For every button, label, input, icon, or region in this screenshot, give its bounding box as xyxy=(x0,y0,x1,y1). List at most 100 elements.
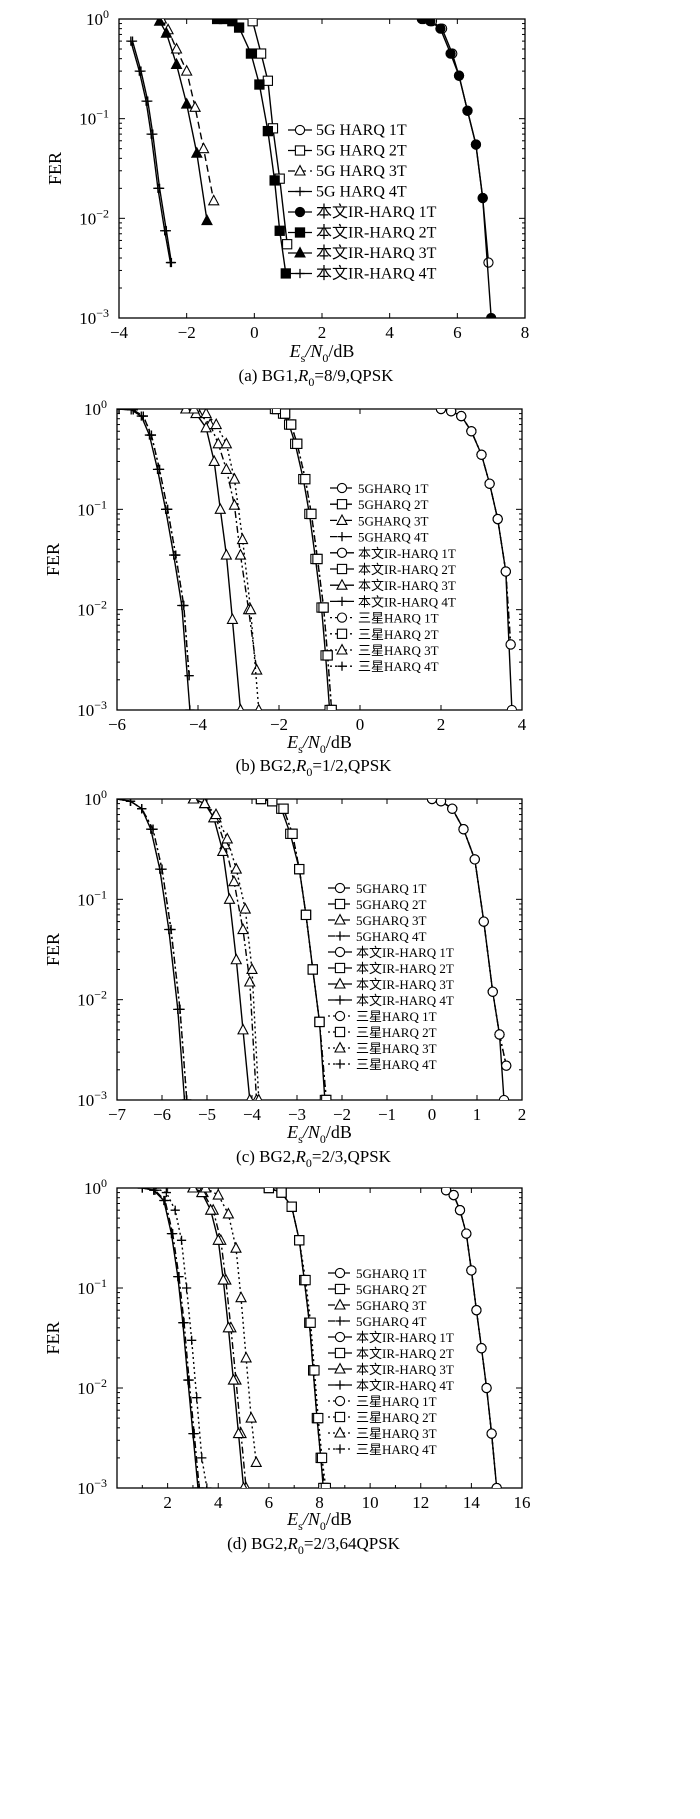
x-tick-label: −6 xyxy=(108,715,126,734)
data-point xyxy=(155,183,165,193)
legend-label: 本文IR-HARQ 4T xyxy=(316,265,437,283)
legend-label: 5GHARQ 4T xyxy=(356,1314,426,1329)
legend-item: 5GHARQ 4T xyxy=(330,530,428,545)
data-point xyxy=(193,1483,203,1488)
data-point xyxy=(237,922,249,935)
legend-label: 5GHARQ 1T xyxy=(356,881,426,896)
data-point xyxy=(161,1188,171,1198)
data-point xyxy=(154,464,165,475)
legend-item: 三星HARQ 4T xyxy=(328,1057,437,1072)
legend-label: 5GHARQ 3T xyxy=(358,513,428,528)
y-tick-label: 10−1 xyxy=(77,1276,107,1298)
data-point xyxy=(199,1188,212,1193)
data-point xyxy=(180,97,193,109)
chart-panel-a: −4 −2 0 2 4 6 8 10−3 10−2 10−1 100 FER Es/N0/dB(a) B… xyxy=(45,7,529,389)
data-point xyxy=(211,19,223,25)
y-tick-label: 100 xyxy=(84,1176,107,1198)
data-point xyxy=(492,513,503,525)
y-axis-ticks: 10−3 10−2 10−1 100 xyxy=(79,7,525,328)
legend-item: 本文IR-HARQ 4T xyxy=(328,1378,454,1393)
series-line xyxy=(117,799,188,1100)
series-10 xyxy=(255,799,332,1100)
data-point xyxy=(448,1189,459,1201)
data-point xyxy=(276,1188,287,1198)
data-point xyxy=(263,1188,275,1194)
legend-label: 5G HARQ 3T xyxy=(316,163,407,180)
legend-marker xyxy=(334,1411,346,1423)
data-point xyxy=(117,799,122,804)
legend-label: 三星HARQ 3T xyxy=(356,1426,437,1441)
legend-marker xyxy=(336,499,348,510)
series-line xyxy=(431,799,507,1066)
x-tick-label: 12 xyxy=(412,1493,429,1512)
legend-label: 本文IR-HARQ 4T xyxy=(356,993,454,1008)
legend-marker xyxy=(337,532,347,542)
legend-marker xyxy=(334,913,346,925)
legend-marker xyxy=(334,1362,346,1374)
legend-label: 5GHARQ 3T xyxy=(356,913,426,928)
data-point xyxy=(462,105,473,116)
x-tick-label: 4 xyxy=(385,323,394,342)
series-line xyxy=(117,799,186,1100)
data-point xyxy=(300,1274,311,1286)
legend-marker xyxy=(335,995,345,1005)
legend-marker xyxy=(335,1444,345,1454)
legend-label: 本文IR-HARQ 1T xyxy=(358,546,456,561)
data-point xyxy=(320,1482,331,1488)
legend-marker xyxy=(336,482,348,494)
x-tick-label: 8 xyxy=(521,323,530,342)
series-4 xyxy=(126,36,176,268)
x-tick-label: 8 xyxy=(315,1493,324,1512)
legend-marker xyxy=(294,124,306,136)
data-point xyxy=(440,1188,452,1196)
legend-marker xyxy=(294,246,306,258)
data-point xyxy=(228,498,241,510)
data-point xyxy=(230,862,243,874)
data-point xyxy=(212,437,225,449)
legend-label: 本文IR-HARQ 2T xyxy=(356,961,454,976)
legend-label: 本文IR-HARQ 3T xyxy=(316,244,437,262)
data-point xyxy=(426,799,438,805)
series-6 xyxy=(255,799,331,1100)
series-line xyxy=(445,1189,498,1488)
data-point xyxy=(222,1207,235,1219)
data-point xyxy=(179,600,189,611)
x-axis-label: Es/N0/dB xyxy=(286,1122,352,1146)
data-point xyxy=(148,824,158,834)
data-point xyxy=(255,799,267,805)
x-axis-ticks: −4 −2 0 2 4 6 8 xyxy=(110,19,529,342)
data-point xyxy=(150,1188,160,1193)
legend-item: 本文IR-HARQ 2T xyxy=(330,562,456,577)
data-point xyxy=(498,1094,510,1100)
data-point xyxy=(227,1373,240,1385)
legend-item: 5GHARQ 3T xyxy=(330,513,428,528)
series-8 xyxy=(137,1188,203,1488)
series-12 xyxy=(117,799,192,1100)
data-point xyxy=(246,962,258,975)
data-point xyxy=(240,1351,253,1363)
data-point xyxy=(182,1283,192,1293)
x-tick-label: −4 xyxy=(110,323,129,342)
series-4 xyxy=(117,409,194,681)
data-point xyxy=(447,803,458,814)
data-point xyxy=(176,1235,187,1245)
data-point xyxy=(232,1427,245,1439)
legend-marker xyxy=(334,1331,346,1343)
panel-caption: (c) BG2,R0=2/3,QPSK xyxy=(236,1147,392,1170)
series-2 xyxy=(255,799,332,1100)
x-tick-label: 4 xyxy=(214,1493,223,1512)
series-7 xyxy=(153,19,213,226)
data-point xyxy=(321,1094,332,1100)
data-point xyxy=(188,1428,198,1439)
legend-marker xyxy=(336,578,348,590)
legend-item: 5G HARQ 2T xyxy=(288,143,407,160)
data-point xyxy=(185,705,195,710)
data-point xyxy=(153,19,166,26)
legend-label: 5GHARQ 2T xyxy=(356,897,426,912)
data-point xyxy=(237,703,245,710)
legend-label: 本文IR-HARQ 2T xyxy=(356,1346,454,1361)
legend-item: 三星HARQ 3T xyxy=(328,1426,437,1441)
data-point xyxy=(146,430,157,440)
